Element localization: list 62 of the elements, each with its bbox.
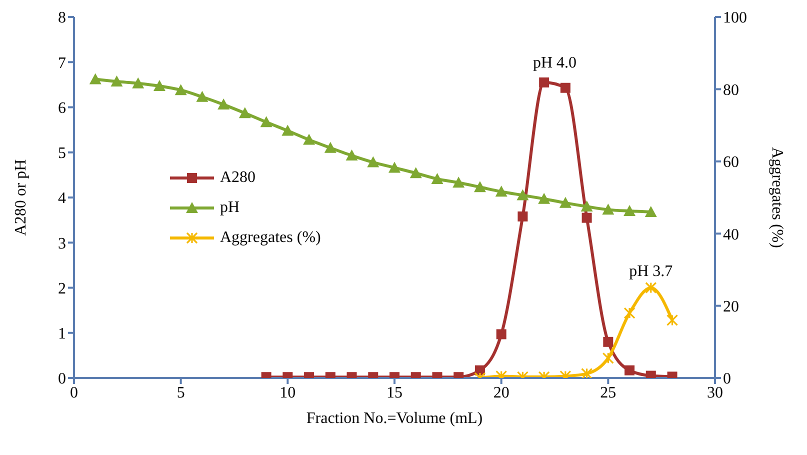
point (602, 204, 614, 215)
y2-tick-label: 60 (723, 154, 739, 172)
point (474, 181, 486, 192)
point (495, 186, 508, 197)
y2-tick-label: 100 (723, 10, 747, 27)
point (560, 82, 570, 93)
point (388, 162, 400, 173)
point (238, 107, 251, 118)
point (410, 167, 422, 178)
y-tick-label: 6 (58, 100, 66, 117)
point (539, 77, 550, 88)
point (153, 80, 166, 92)
point (644, 206, 657, 217)
legend-label: Aggregates (%) (220, 229, 321, 247)
x-tick-label: 10 (280, 384, 296, 402)
x-axis-title: Fraction No.=Volume (mL) (306, 410, 483, 427)
point (431, 173, 444, 184)
y-tick-label: 0 (58, 370, 66, 388)
point (132, 77, 144, 88)
point (367, 156, 380, 168)
y-tick-label: 4 (58, 190, 66, 208)
point (89, 73, 102, 84)
point (603, 336, 614, 347)
legend-label: pH (220, 199, 240, 217)
y-tick-label: 7 (58, 54, 66, 72)
point (559, 196, 572, 208)
point (346, 150, 358, 161)
y2-axis-title: Aggregates (%) (768, 147, 786, 248)
y2-tick-label: 20 (723, 298, 739, 316)
y-tick-label: 5 (58, 145, 66, 162)
point (303, 134, 316, 145)
y-tick-label: 2 (58, 280, 66, 298)
y2-tick-label: 40 (723, 226, 739, 244)
point (174, 84, 187, 96)
point (218, 98, 230, 110)
x-tick-label: 5 (176, 384, 185, 402)
point (624, 205, 636, 216)
y-tick-label: 3 (58, 235, 66, 252)
point (452, 176, 465, 188)
point (282, 124, 294, 136)
annotation: pH 4.0 (532, 54, 577, 72)
y2-tick-label: 0 (723, 370, 731, 388)
point (518, 211, 528, 222)
x-tick-label: 15 (386, 384, 402, 402)
y2-tick-label: 80 (723, 82, 739, 99)
x-tick-label: 20 (493, 384, 510, 402)
point (260, 116, 272, 128)
annotation: pH 3.7 (629, 262, 673, 280)
legend-label: A280 (220, 169, 256, 187)
y-tick-label: 8 (58, 10, 66, 27)
point (516, 189, 529, 200)
x-tick-label: 0 (70, 384, 78, 402)
x-tick-label: 30 (707, 384, 723, 402)
point (110, 76, 123, 87)
point (580, 200, 593, 212)
point (582, 212, 592, 223)
point (538, 192, 550, 204)
x-tick-label: 25 (600, 384, 616, 402)
y-axis-title: A280 or pH (12, 158, 30, 236)
point (196, 90, 208, 102)
point (324, 142, 336, 153)
y-tick-label: 1 (58, 326, 66, 343)
